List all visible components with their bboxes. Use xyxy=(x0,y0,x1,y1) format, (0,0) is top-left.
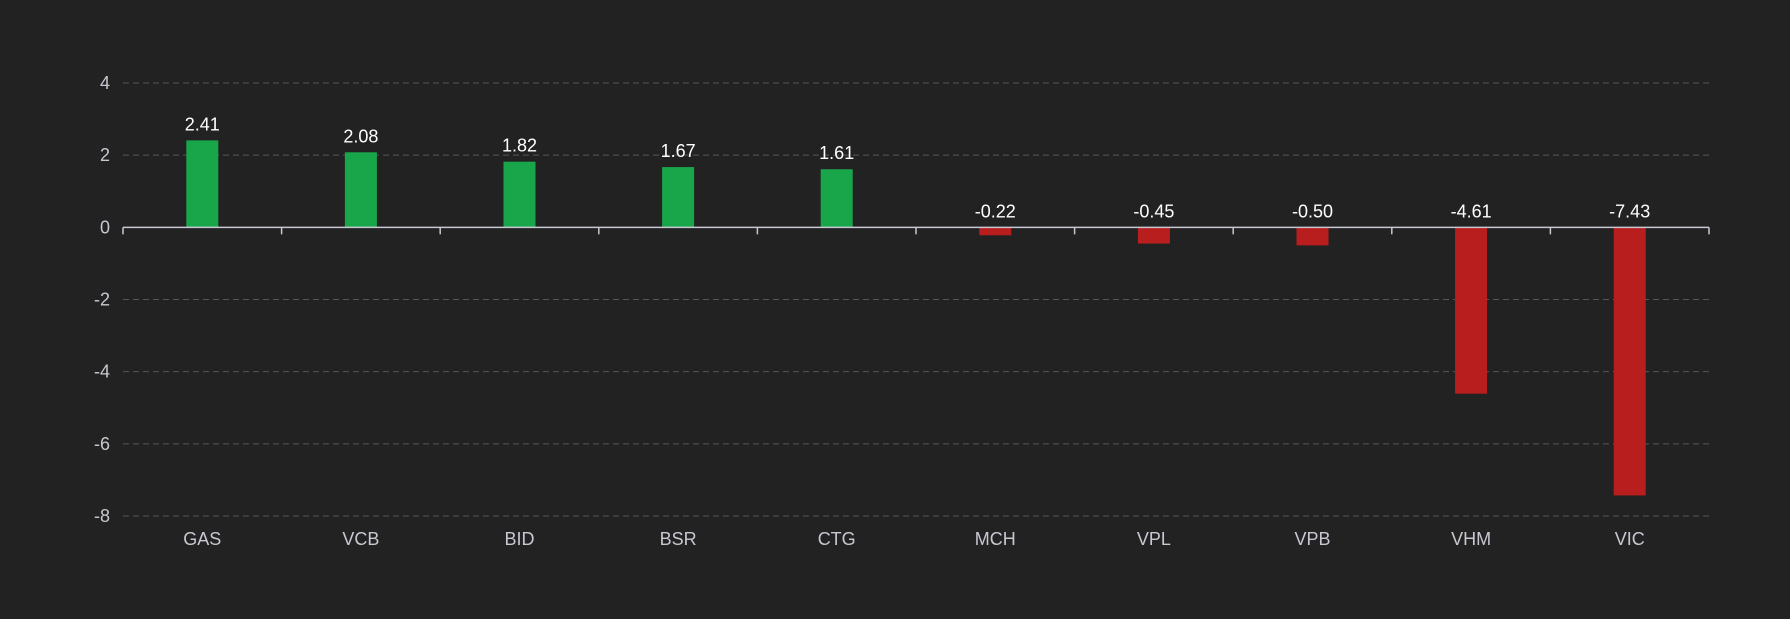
data-label-vpl: -0.45 xyxy=(1133,201,1174,221)
bar-ctg xyxy=(820,169,853,228)
bar-vpl xyxy=(1137,227,1170,244)
category-label-vhm: VHM xyxy=(1451,529,1491,549)
y-tick-label: 2 xyxy=(100,145,110,165)
category-label-vcb: VCB xyxy=(342,529,379,549)
y-tick-label: 0 xyxy=(100,217,110,237)
y-tick-label: -2 xyxy=(94,290,110,310)
category-labels: GAS VCB BID BSR CTG MCH VPL VPB VHM VIC xyxy=(183,529,1644,549)
bar-vic xyxy=(1613,227,1646,496)
y-tick-label: -6 xyxy=(94,434,110,454)
data-labels: 2.41 2.08 1.82 1.67 1.61 -0.22 -0.45 -0.50 -4.61… xyxy=(185,114,1650,221)
bar-vcb xyxy=(344,152,377,228)
data-label-ctg: 1.61 xyxy=(819,143,854,163)
data-label-mch: -0.22 xyxy=(975,201,1016,221)
data-label-vhm: -4.61 xyxy=(1451,201,1492,221)
category-label-gas: GAS xyxy=(183,529,221,549)
y-tick-label: -8 xyxy=(94,506,110,526)
bar-gas xyxy=(186,140,219,228)
y-axis-ticks: 4 2 0 -2 -4 -6 -8 xyxy=(94,73,110,526)
y-tick-label: 4 xyxy=(100,73,110,93)
category-label-ctg: CTG xyxy=(818,529,856,549)
bar-bsr xyxy=(662,167,695,228)
data-label-bsr: 1.67 xyxy=(661,141,696,161)
category-label-mch: MCH xyxy=(975,529,1016,549)
bar-mch xyxy=(979,227,1012,236)
category-label-vpb: VPB xyxy=(1294,529,1330,549)
category-label-vpl: VPL xyxy=(1137,529,1171,549)
x-axis xyxy=(122,226,1710,235)
grid-layer xyxy=(123,82,1709,517)
bar-vpb xyxy=(1296,227,1329,246)
data-label-vic: -7.43 xyxy=(1609,201,1650,221)
data-label-vcb: 2.08 xyxy=(343,126,378,146)
data-label-bid: 1.82 xyxy=(502,136,537,156)
data-label-gas: 2.41 xyxy=(185,114,220,134)
bars xyxy=(186,140,1646,496)
y-tick-label: -4 xyxy=(94,362,110,382)
category-label-vic: VIC xyxy=(1615,529,1645,549)
category-label-bid: BID xyxy=(504,529,534,549)
bar-bid xyxy=(503,161,536,228)
data-label-vpb: -0.50 xyxy=(1292,201,1333,221)
category-label-bsr: BSR xyxy=(660,529,697,549)
bar-vhm xyxy=(1455,227,1488,394)
